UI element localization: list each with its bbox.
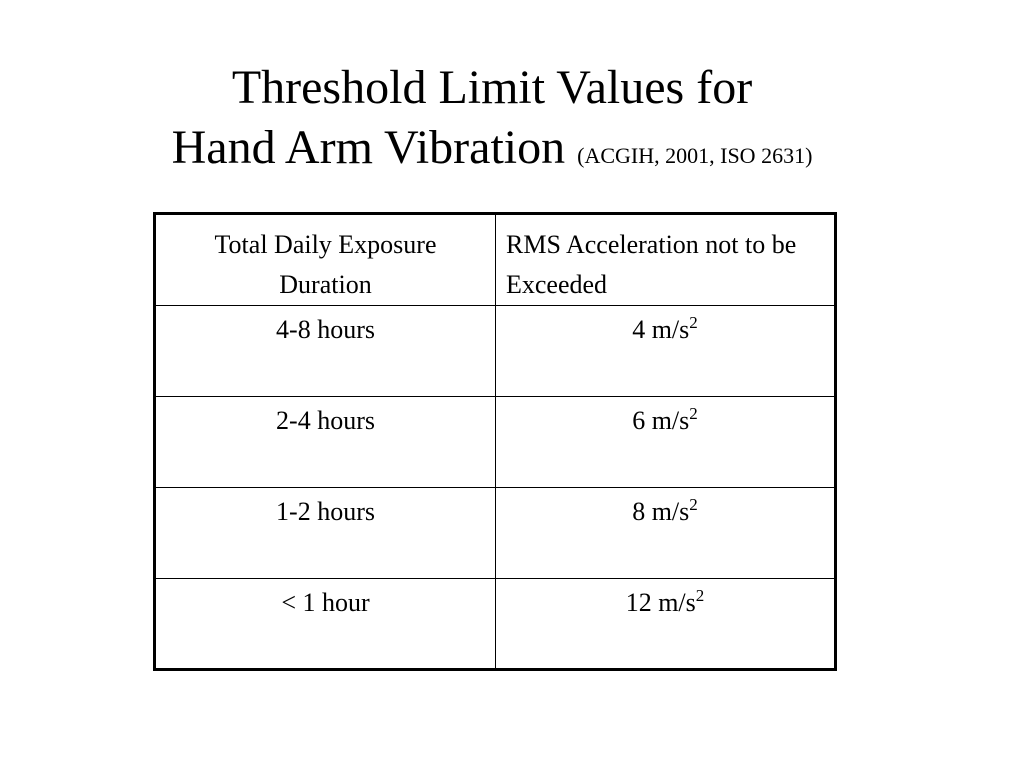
acceleration-cell: 4 m/s2 xyxy=(496,306,836,397)
duration-cell: < 1 hour xyxy=(155,579,496,670)
header-duration: Total Daily Exposure Duration xyxy=(155,214,496,306)
acceleration-cell: 6 m/s2 xyxy=(496,397,836,488)
duration-cell: 2-4 hours xyxy=(155,397,496,488)
unit-base: m/s xyxy=(652,406,690,435)
unit-exponent: 2 xyxy=(689,404,698,423)
unit-base: m/s xyxy=(658,588,696,617)
title-citation: (ACGIH, 2001, ISO 2631) xyxy=(577,143,812,168)
acceleration-value: 4 xyxy=(632,315,645,344)
title-line-2-text: Hand Arm Vibration xyxy=(172,121,566,174)
tlv-table: Total Daily Exposure Duration RMS Accele… xyxy=(153,212,837,671)
header-acceleration: RMS Acceleration not to be Exceeded xyxy=(496,214,836,306)
table-row: 1-2 hours 8 m/s2 xyxy=(155,488,836,579)
unit-exponent: 2 xyxy=(689,495,698,514)
acceleration-cell: 8 m/s2 xyxy=(496,488,836,579)
acceleration-cell: 12 m/s2 xyxy=(496,579,836,670)
table-row: 4-8 hours 4 m/s2 xyxy=(155,306,836,397)
acceleration-value: 12 xyxy=(626,588,652,617)
table-row: 2-4 hours 6 m/s2 xyxy=(155,397,836,488)
duration-cell: 1-2 hours xyxy=(155,488,496,579)
acceleration-value: 8 xyxy=(632,497,645,526)
unit-base: m/s xyxy=(652,497,690,526)
acceleration-value: 6 xyxy=(632,406,645,435)
table-header-row: Total Daily Exposure Duration RMS Accele… xyxy=(155,214,836,306)
unit-base: m/s xyxy=(652,315,690,344)
unit-exponent: 2 xyxy=(696,586,705,605)
unit-exponent: 2 xyxy=(689,313,698,332)
slide-title: Threshold Limit Values for Hand Arm Vibr… xyxy=(0,58,984,186)
duration-cell: 4-8 hours xyxy=(155,306,496,397)
title-line-2: Hand Arm Vibration (ACGIH, 2001, ISO 263… xyxy=(0,118,984,186)
title-line-1: Threshold Limit Values for xyxy=(0,58,984,118)
table-row: < 1 hour 12 m/s2 xyxy=(155,579,836,670)
